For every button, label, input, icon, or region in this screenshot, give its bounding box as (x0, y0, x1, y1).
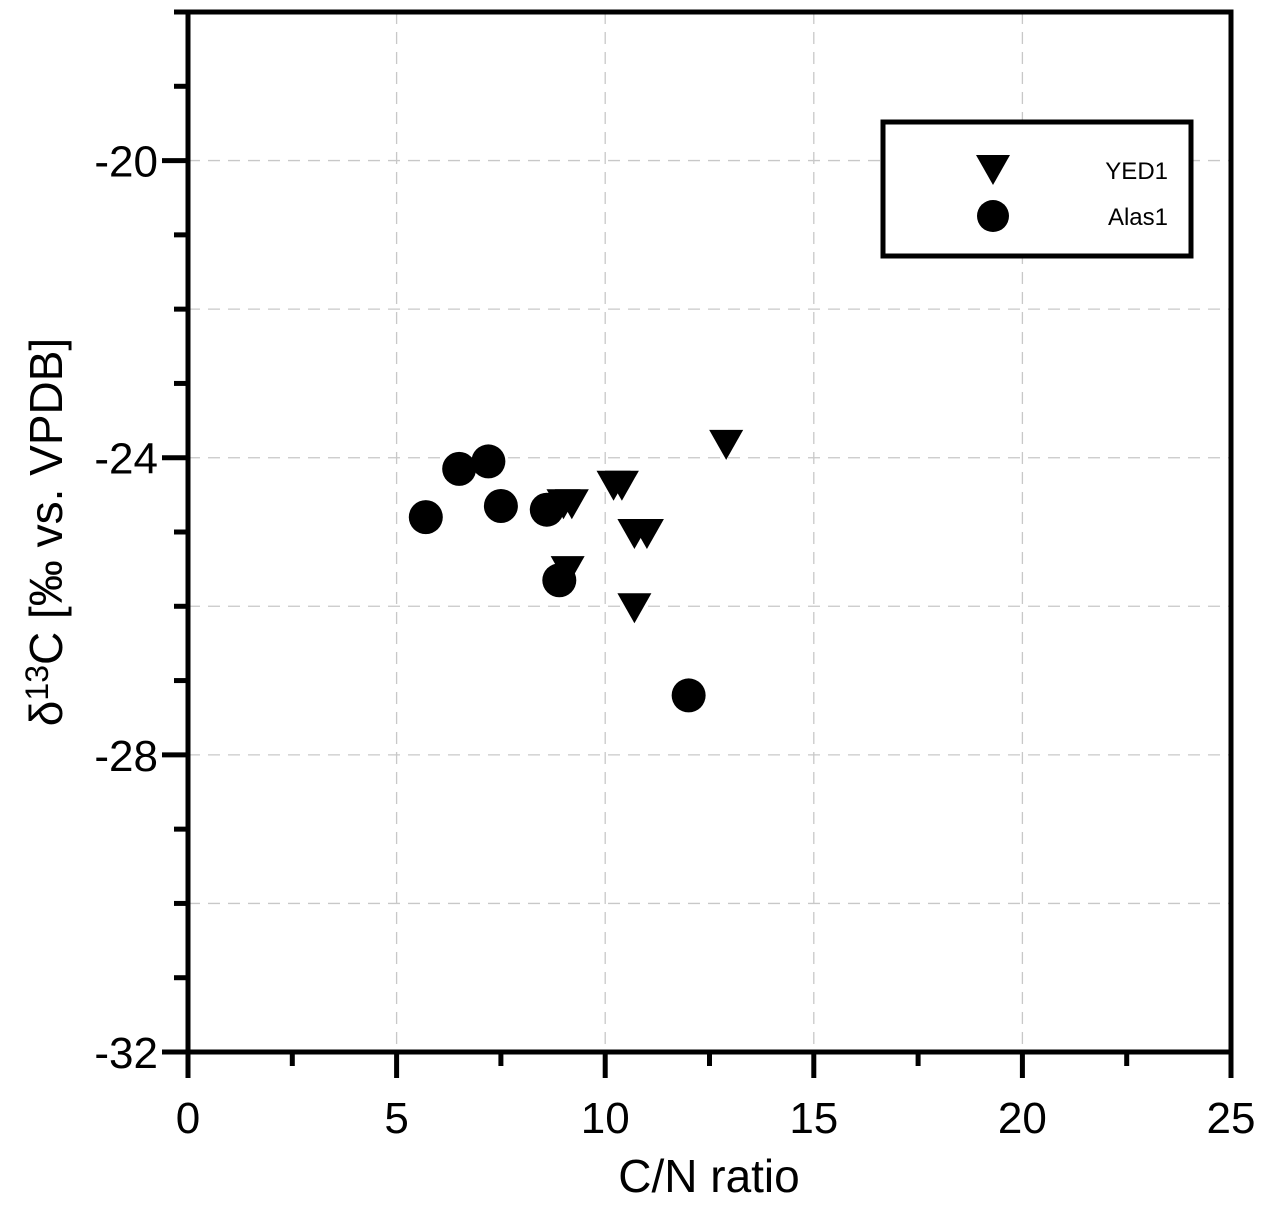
legend: YED1 Alas1 (880, 119, 1194, 259)
data-point-yed1 (604, 470, 639, 501)
y-axis-title-rest: C [‰ vs. VPDB] (20, 338, 72, 665)
x-tick-label: 20 (998, 1094, 1047, 1143)
y-tick-label: -32 (94, 1029, 158, 1078)
data-point-alas1 (671, 678, 706, 713)
legend-label-alas1: Alas1 (1108, 204, 1168, 231)
data-point-yed1 (554, 489, 589, 520)
label-layer: 0 5 10 15 20 25 -32 -28 -24 -20 (94, 138, 1255, 1143)
x-tick-label: 10 (581, 1094, 630, 1143)
y-tick-label: -20 (94, 138, 158, 187)
data-point-alas1 (442, 451, 477, 486)
y-axis-title: δ13C [‰ vs. VPDB] (19, 338, 72, 726)
legend-marker-circle-icon (977, 200, 1009, 232)
y-tick-label: -28 (94, 732, 158, 781)
data-point-alas1 (471, 444, 506, 479)
data-point-alas1 (408, 500, 443, 535)
y-tick-label: -24 (94, 435, 158, 484)
data-point-yed1 (709, 429, 744, 460)
x-tick-label: 25 (1207, 1094, 1256, 1143)
grid-layer (188, 12, 1231, 1052)
x-tick-label: 5 (384, 1094, 408, 1143)
x-tick-label: 0 (176, 1094, 200, 1143)
legend-box (880, 119, 1194, 259)
x-tick-label: 15 (789, 1094, 838, 1143)
data-point-alas1 (529, 492, 564, 527)
data-layer (408, 429, 744, 713)
legend-label-yed1: YED1 (1105, 158, 1168, 185)
plot-frame (185, 9, 1234, 1055)
x-axis-title: C/N ratio (618, 1150, 799, 1202)
data-point-yed1 (629, 519, 664, 549)
data-point-alas1 (483, 489, 518, 523)
legend-marker-triangle-down-icon (976, 155, 1010, 185)
y-axis-title-superscript: 13 (19, 665, 55, 701)
data-point-yed1 (617, 593, 652, 624)
data-point-alas1 (542, 563, 577, 598)
y-axis-title-symbol: δ (20, 701, 72, 727)
